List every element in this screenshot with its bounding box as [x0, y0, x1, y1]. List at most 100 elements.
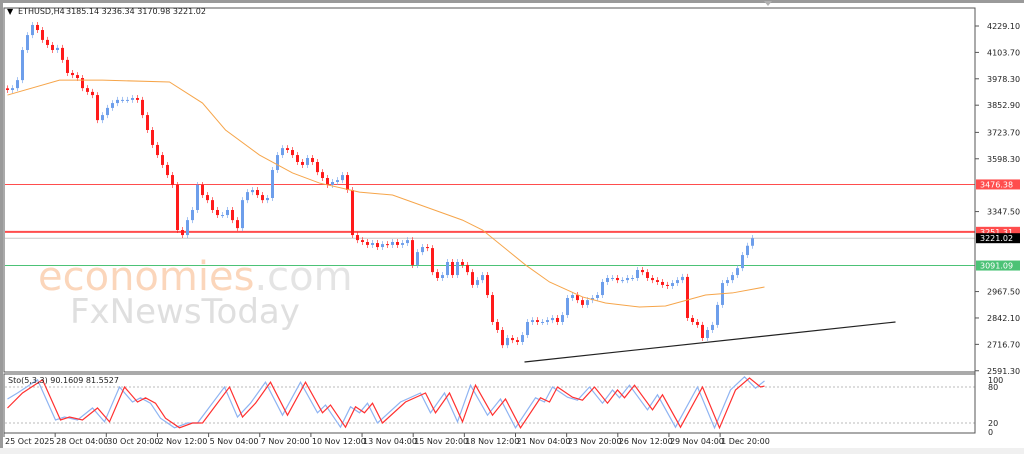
- candle-up: [731, 275, 734, 281]
- time-tick-label: 5 Nov 04:00: [210, 437, 259, 446]
- candle-up: [406, 240, 409, 244]
- level-label-bg: [976, 233, 1020, 244]
- price-tick-label: 3852.90: [987, 101, 1020, 110]
- price-tick-label: 2842.10: [987, 314, 1020, 323]
- candle-up: [331, 182, 334, 185]
- candle-up: [526, 321, 529, 336]
- candle-down: [556, 317, 559, 322]
- candle-up: [591, 297, 594, 301]
- time-tick-label: 23 Nov 20:00: [568, 437, 622, 446]
- time-tick-label: 30 Oct 20:00: [107, 437, 159, 446]
- stochastic-tick-label: 80: [988, 383, 998, 392]
- candle-down: [256, 190, 259, 196]
- moving-average-line: [7, 79, 765, 308]
- candle-down: [311, 158, 314, 163]
- candle-down: [296, 155, 299, 163]
- time-tick-label: 29 Nov 04:00: [670, 437, 724, 446]
- candle-down: [691, 317, 694, 322]
- candle-down: [216, 209, 219, 216]
- candles: [6, 21, 754, 349]
- candle-down: [501, 329, 504, 346]
- watermark-economies: economies.com: [38, 254, 353, 300]
- candle-down: [641, 269, 644, 273]
- level-label: 3251.31: [980, 228, 1013, 237]
- candle-down: [701, 324, 704, 338]
- candle-down: [386, 244, 389, 246]
- candle-up: [131, 98, 134, 100]
- level-label-bg: [976, 260, 1020, 271]
- candle-up: [706, 329, 709, 338]
- candle-down: [451, 261, 454, 276]
- candle-down: [321, 172, 324, 179]
- candle-up: [606, 277, 609, 282]
- candle-up: [336, 180, 339, 183]
- candle-up: [716, 304, 719, 325]
- candle-down: [6, 88, 9, 91]
- candle-up: [626, 277, 629, 281]
- candle-up: [126, 99, 129, 101]
- candle-up: [186, 220, 189, 236]
- candle-up: [271, 170, 274, 198]
- candle-up: [121, 99, 124, 101]
- candle-up: [711, 324, 714, 330]
- candle-up: [266, 197, 269, 201]
- candle-down: [261, 195, 264, 201]
- level-label: 3221.02: [980, 234, 1013, 243]
- stochastic-tick-label: 0: [988, 428, 993, 437]
- candle-up: [481, 275, 484, 281]
- candle-down: [461, 261, 464, 265]
- candle-down: [41, 30, 44, 40]
- candle-down: [151, 130, 154, 145]
- candle-down: [471, 272, 474, 285]
- candle-up: [11, 88, 14, 91]
- price-tick-label: 2967.50: [987, 288, 1020, 297]
- candle-up: [566, 297, 569, 316]
- chart-shift-marker-icon[interactable]: [764, 1, 772, 6]
- candle-up: [306, 158, 309, 165]
- trendline[interactable]: [524, 321, 896, 363]
- price-tick-label: 2591.30: [987, 367, 1020, 376]
- candle-down: [411, 240, 414, 265]
- candle-down: [511, 337, 514, 341]
- candle-up: [196, 184, 199, 210]
- candle-up: [191, 209, 194, 221]
- symbol-menu-icon[interactable]: ▼: [7, 7, 14, 16]
- candle-up: [671, 283, 674, 286]
- candle-down: [291, 150, 294, 156]
- candle-down: [581, 300, 584, 305]
- time-tick-label: 21 Nov 04:00: [517, 437, 571, 446]
- candle-down: [136, 98, 139, 100]
- candle-down: [46, 39, 49, 45]
- candle-down: [436, 272, 439, 278]
- candle-down: [211, 200, 214, 210]
- candle-up: [746, 245, 749, 256]
- candle-down: [181, 229, 184, 236]
- time-tick-label: 28 Oct 04:00: [56, 437, 108, 446]
- candle-down: [51, 44, 54, 51]
- time-tick-label: 18 Nov 12:00: [465, 437, 519, 446]
- candle-down: [81, 78, 84, 89]
- candle-down: [686, 276, 689, 318]
- candle-up: [531, 320, 534, 322]
- candle-down: [316, 162, 319, 173]
- candle-down: [176, 184, 179, 230]
- candle-down: [91, 91, 94, 96]
- candle-up: [446, 261, 449, 276]
- level-label-bg: [976, 226, 1020, 237]
- candle-down: [206, 195, 209, 201]
- candle-up: [391, 241, 394, 245]
- candle-down: [171, 175, 174, 185]
- watermark-fxnewstoday: FxNewsToday: [70, 292, 300, 332]
- candle-up: [681, 276, 684, 281]
- candle-up: [226, 209, 229, 216]
- price-tick-label: 4229.10: [987, 22, 1020, 31]
- window-top-border: [0, 0, 1024, 3]
- candle-up: [751, 238, 754, 246]
- candle-up: [586, 300, 589, 305]
- candle-down: [66, 59, 69, 73]
- candle-down: [576, 295, 579, 301]
- candle-up: [736, 268, 739, 276]
